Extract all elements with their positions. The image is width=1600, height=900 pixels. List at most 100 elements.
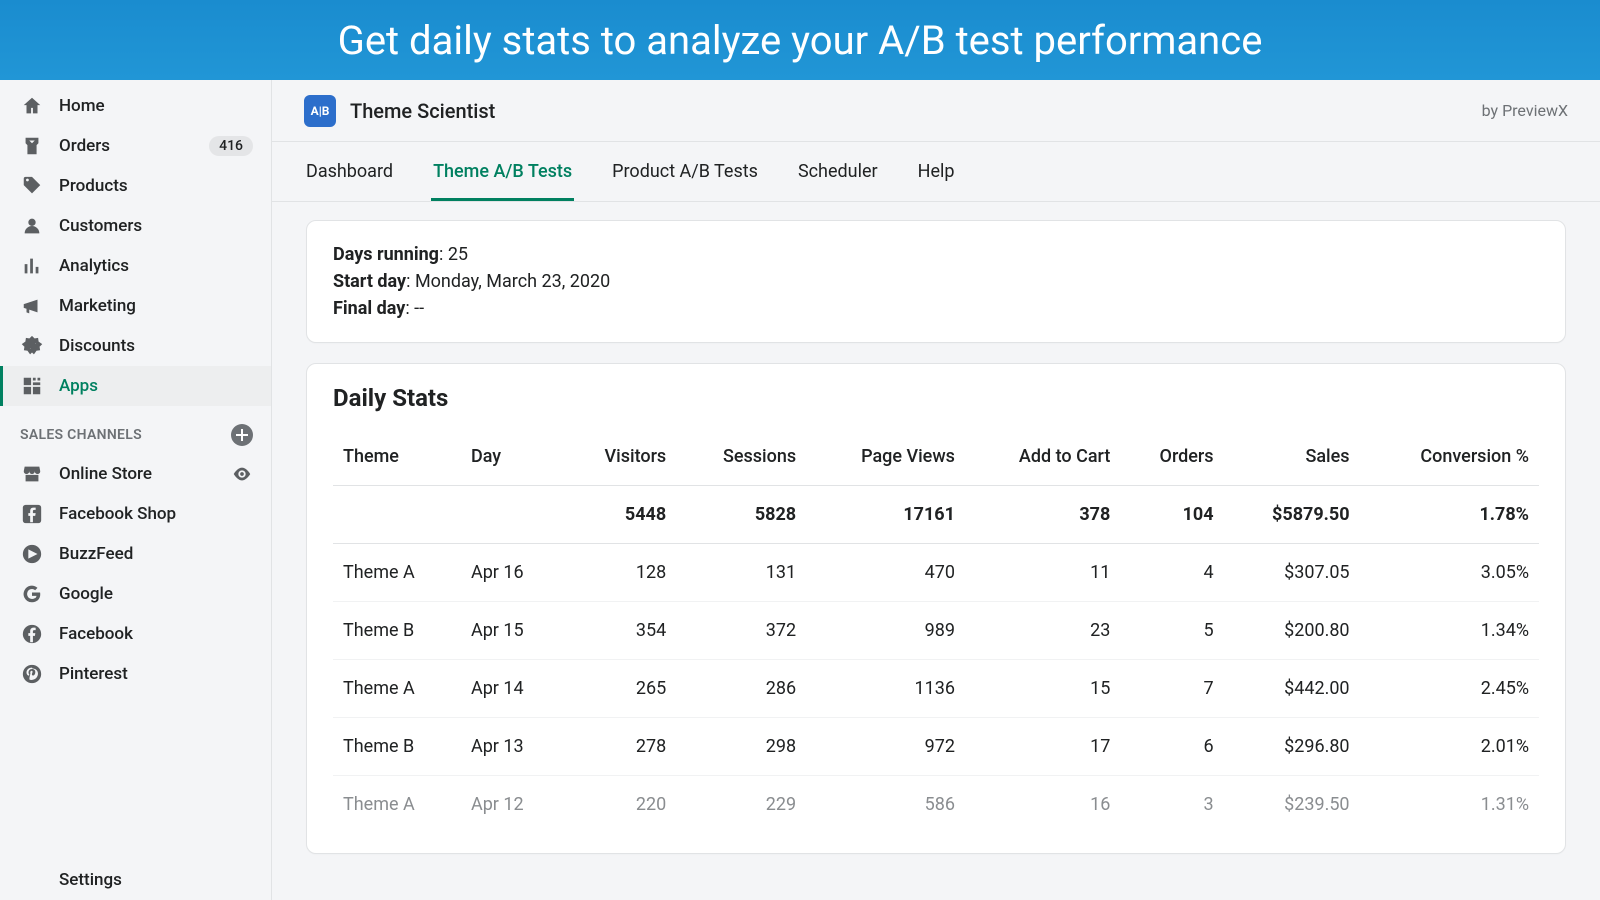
channel-item-label: Pinterest — [59, 664, 128, 684]
table-cell: 286 — [676, 660, 806, 718]
totals-cell — [333, 486, 461, 544]
tab-help[interactable]: Help — [916, 161, 957, 201]
table-cell: 128 — [562, 544, 676, 602]
sidebar-item-settings[interactable]: Settings — [0, 860, 271, 900]
totals-cell: $5879.50 — [1224, 486, 1360, 544]
channel-item-pinterest[interactable]: Pinterest — [0, 654, 271, 694]
sidebar-item-label: Orders — [59, 136, 110, 156]
column-header: Orders — [1120, 428, 1223, 486]
table-cell: Theme A — [333, 544, 461, 602]
buzzfeed-icon — [21, 543, 43, 565]
sidebar-item-orders[interactable]: Orders416 — [0, 126, 271, 166]
column-header: Theme — [333, 428, 461, 486]
table-row: Theme BApr 15354372989235$200.801.34% — [333, 602, 1539, 660]
table-cell: 6 — [1120, 718, 1223, 776]
table-row: Theme AApr 16128131470114$307.053.05% — [333, 544, 1539, 602]
home-icon — [21, 95, 43, 117]
sidebar-item-apps[interactable]: Apps — [0, 366, 271, 406]
table-cell: 15 — [965, 660, 1120, 718]
table-cell: 586 — [806, 776, 965, 834]
sidebar-item-marketing[interactable]: Marketing — [0, 286, 271, 326]
totals-cell — [461, 486, 562, 544]
sidebar-item-home[interactable]: Home — [0, 86, 271, 126]
daily-stats-card: Daily Stats ThemeDayVisitorsSessionsPage… — [306, 363, 1566, 854]
tab-theme-a-b-tests[interactable]: Theme A/B Tests — [431, 161, 574, 201]
sidebar-item-discounts[interactable]: Discounts — [0, 326, 271, 366]
tab-bar: Dashboard Theme A/B Tests Product A/B Test… — [272, 142, 1600, 202]
summary-card: Days running: 25 Start day: Monday, Marc… — [306, 220, 1566, 343]
store-icon — [21, 463, 43, 485]
app-vendor: by PreviewX — [1482, 101, 1568, 120]
totals-cell: 5828 — [676, 486, 806, 544]
facebook-circle-icon — [21, 623, 43, 645]
table-cell: 989 — [806, 602, 965, 660]
table-cell: Apr 14 — [461, 660, 562, 718]
channel-item-label: Online Store — [59, 464, 152, 484]
sidebar-item-label: Analytics — [59, 256, 129, 276]
table-cell: Apr 16 — [461, 544, 562, 602]
table-cell: 1.31% — [1360, 776, 1539, 834]
table-cell: 3 — [1120, 776, 1223, 834]
tab-product-a-b-tests[interactable]: Product A/B Tests — [610, 161, 760, 201]
table-cell: 7 — [1120, 660, 1223, 718]
apps-icon — [21, 375, 43, 397]
discount-icon — [21, 335, 43, 357]
table-cell: 5 — [1120, 602, 1223, 660]
sales-channels-label: SALES CHANNELS — [20, 427, 142, 443]
channel-item-buzzfeed[interactable]: BuzzFeed — [0, 534, 271, 574]
table-cell: $442.00 — [1224, 660, 1360, 718]
person-icon — [21, 215, 43, 237]
sidebar-item-label: Home — [59, 96, 105, 116]
gear-icon — [21, 869, 43, 891]
orders-icon — [21, 135, 43, 157]
table-cell: 4 — [1120, 544, 1223, 602]
column-header: Day — [461, 428, 562, 486]
table-cell: 11 — [965, 544, 1120, 602]
table-cell: 372 — [676, 602, 806, 660]
table-header-row: ThemeDayVisitorsSessionsPage ViewsAdd to… — [333, 428, 1539, 486]
tag-icon — [21, 175, 43, 197]
add-channel-button[interactable] — [231, 424, 253, 446]
table-cell: 1.34% — [1360, 602, 1539, 660]
sidebar-item-products[interactable]: Products — [0, 166, 271, 206]
sidebar-item-customers[interactable]: Customers — [0, 206, 271, 246]
column-header: Page Views — [806, 428, 965, 486]
tab-dashboard[interactable]: Dashboard — [304, 161, 395, 201]
table-cell: 1136 — [806, 660, 965, 718]
totals-cell: 104 — [1120, 486, 1223, 544]
promo-banner: Get daily stats to analyze your A/B test… — [0, 0, 1600, 80]
tab-scheduler[interactable]: Scheduler — [796, 161, 880, 201]
table-row: Theme AApr 12220229586163$239.501.31% — [333, 776, 1539, 834]
table-cell: 2.01% — [1360, 718, 1539, 776]
totals-cell: 17161 — [806, 486, 965, 544]
app-icon: A|B — [304, 95, 336, 127]
sidebar-item-label: Products — [59, 176, 128, 196]
sidebar-item-label: Customers — [59, 216, 142, 236]
channel-item-facebook[interactable]: Facebook — [0, 614, 271, 654]
table-cell: $239.50 — [1224, 776, 1360, 834]
plus-icon — [236, 429, 248, 441]
facebook-square-icon — [21, 503, 43, 525]
sales-channels-header: SALES CHANNELS — [0, 406, 271, 454]
table-cell: 17 — [965, 718, 1120, 776]
eye-icon[interactable] — [231, 463, 253, 485]
channel-item-facebook-shop[interactable]: Facebook Shop — [0, 494, 271, 534]
table-cell: Apr 13 — [461, 718, 562, 776]
channel-item-label: Google — [59, 584, 113, 604]
column-header: Sales — [1224, 428, 1360, 486]
table-cell: 470 — [806, 544, 965, 602]
channel-item-online-store[interactable]: Online Store — [0, 454, 271, 494]
table-cell: 278 — [562, 718, 676, 776]
table-cell: 265 — [562, 660, 676, 718]
table-cell: Theme A — [333, 776, 461, 834]
settings-label: Settings — [59, 870, 122, 890]
table-cell: 229 — [676, 776, 806, 834]
table-cell: 220 — [562, 776, 676, 834]
table-totals-row: 5448582817161378104$5879.501.78% — [333, 486, 1539, 544]
channel-item-google[interactable]: Google — [0, 574, 271, 614]
table-cell: 354 — [562, 602, 676, 660]
column-header: Visitors — [562, 428, 676, 486]
sidebar-item-analytics[interactable]: Analytics — [0, 246, 271, 286]
summary-start-day: Start day: Monday, March 23, 2020 — [333, 268, 1539, 295]
promo-banner-text: Get daily stats to analyze your A/B test… — [338, 17, 1263, 64]
